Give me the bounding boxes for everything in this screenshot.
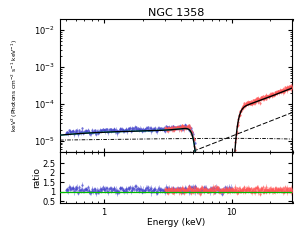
Y-axis label: ratio: ratio <box>32 167 40 188</box>
Title: NGC 1358: NGC 1358 <box>148 8 204 18</box>
Y-axis label: keV$^2$ (Photons cm$^{-2}$ s$^{-1}$ keV$^{-1}$): keV$^2$ (Photons cm$^{-2}$ s$^{-1}$ keV$… <box>10 39 20 132</box>
X-axis label: Energy (keV): Energy (keV) <box>147 218 206 227</box>
